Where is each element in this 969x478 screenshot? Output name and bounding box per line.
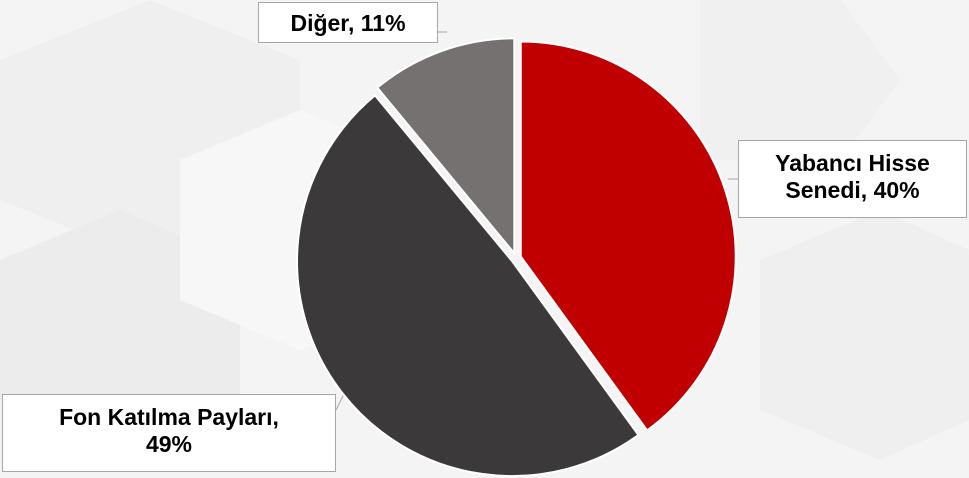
data-label-line: Senedi, 40% <box>785 177 920 203</box>
pie-slice-di-er <box>375 37 516 257</box>
data-label-line: 49% <box>145 431 193 457</box>
data-label-yabanci-hisse-senedi: Yabancı Hisse Senedi, 40% <box>738 140 967 218</box>
pie-slice-yabanc-hisse-senedi <box>519 40 737 432</box>
data-label-line: Yabancı Hisse <box>775 150 930 176</box>
pie-slice-fon-kat-lma-paylar- <box>296 93 640 478</box>
data-label-line: Fon Katılma Payları, <box>59 404 279 430</box>
data-label-line: Diğer, 11% <box>290 10 406 36</box>
data-label-fon-katilma-paylari: Fon Katılma Payları, 49% <box>2 394 336 472</box>
data-label-diger: Diğer, 11% <box>258 2 438 43</box>
